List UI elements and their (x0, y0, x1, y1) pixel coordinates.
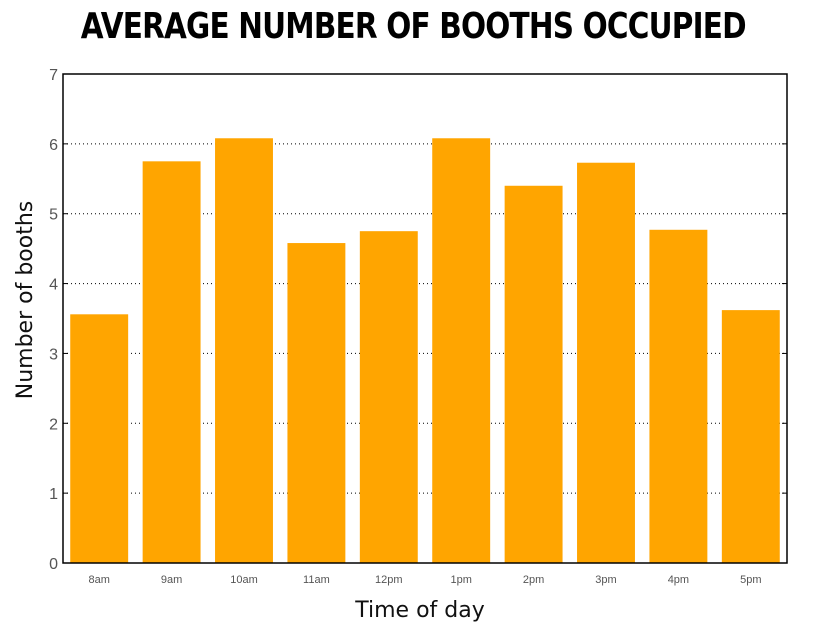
x-tick-label: 12pm (375, 574, 403, 586)
bar-2pm (504, 185, 563, 563)
x-tick-label: 8am (88, 574, 109, 586)
bar-1pm (432, 138, 491, 564)
y-axis-label: Number of booths (13, 201, 38, 399)
bar-9am (142, 161, 201, 564)
x-tick-label: 4pm (668, 574, 689, 586)
bar-12pm (359, 231, 418, 563)
x-tick-label: 5pm (740, 574, 761, 586)
x-axis-label: Time of day (354, 598, 485, 623)
y-tick-label: 5 (49, 207, 58, 224)
plot-frame (62, 73, 788, 564)
x-tick-label: 2pm (523, 574, 544, 586)
x-tick-label: 11am (303, 574, 330, 586)
y-tick-label: 2 (49, 416, 58, 433)
y-tick-label: 4 (49, 277, 58, 294)
y-tick-label: 3 (49, 346, 58, 363)
x-tick-label: 10am (230, 574, 258, 586)
x-tick-label: 3pm (595, 574, 616, 586)
bar-11am (287, 243, 346, 563)
y-tick-label: 0 (49, 556, 58, 573)
bar-4pm (649, 229, 708, 563)
y-tick-label: 1 (49, 486, 58, 503)
x-tick-label: 1pm (450, 574, 471, 586)
bar-10am (215, 138, 273, 564)
bar-8am (70, 314, 129, 563)
bar-5pm (721, 310, 780, 563)
bar-3pm (577, 162, 635, 563)
x-axis-ticks: 8am 9am 10am 11am 12pm 1pm 2pm 3pm 4pm 5pm (88, 574, 761, 586)
bars (70, 138, 780, 564)
chart-title: AVERAGE NUMBER OF BOOTHS OCCUPIED (80, 6, 747, 47)
x-tick-label: 9am (161, 574, 182, 586)
y-axis-ticks: 0 1 2 3 4 5 6 7 (49, 67, 787, 573)
y-tick-label: 6 (49, 137, 58, 154)
y-tick-label: 7 (49, 67, 58, 84)
